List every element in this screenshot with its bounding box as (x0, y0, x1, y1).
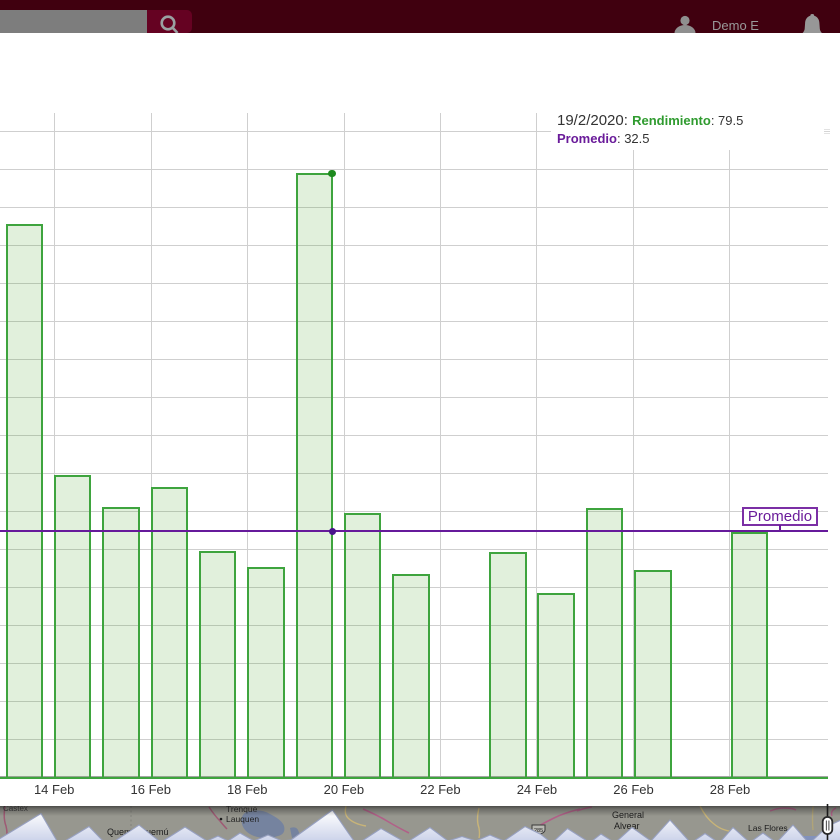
svg-text:Las Flores: Las Flores (748, 823, 788, 833)
svg-text:Lauquen: Lauquen (226, 814, 259, 824)
svg-text:285: 285 (534, 828, 543, 834)
svg-text:Alvear: Alvear (614, 821, 640, 831)
